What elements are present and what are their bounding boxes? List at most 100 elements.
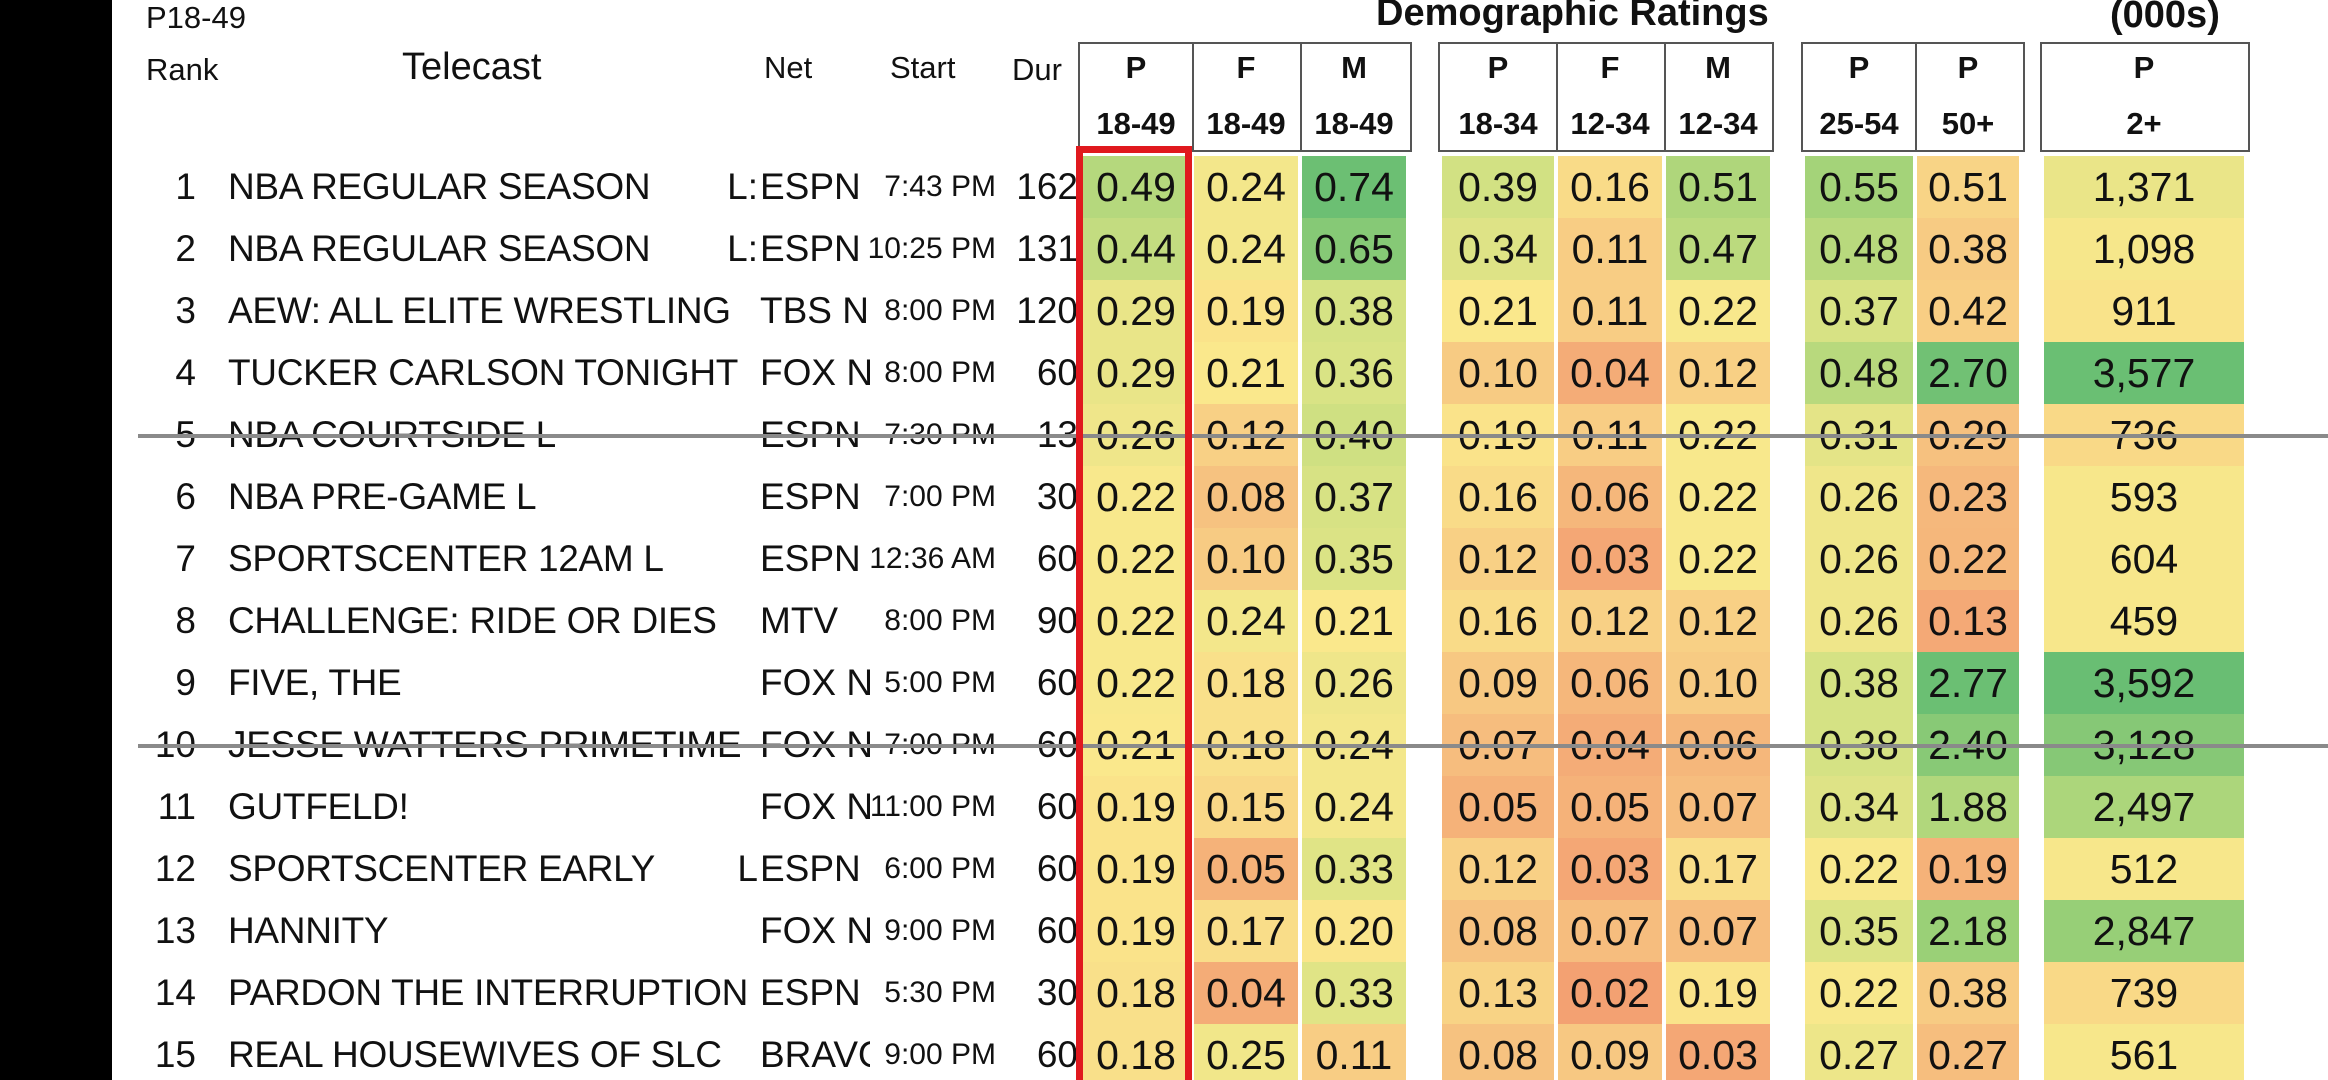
rating-cell: 0.25 xyxy=(1194,1024,1298,1080)
rating-cell: 0.18 xyxy=(1082,1024,1190,1080)
dur-cell: 30 xyxy=(1036,972,1078,1013)
start-cell: 9:00 PM xyxy=(884,914,996,947)
rank-cell: 15 xyxy=(154,1034,196,1075)
rating-cell: 593 xyxy=(2044,466,2244,528)
dur-header: Dur xyxy=(1012,52,1062,87)
rating-cell: 0.11 xyxy=(1302,1024,1406,1080)
rating-cell: 0.19 xyxy=(1194,280,1298,342)
rating-cell: 0.29 xyxy=(1082,342,1190,404)
net-header: Net xyxy=(764,50,813,85)
start-cell: 5:30 PM xyxy=(884,976,996,1009)
start-cell: 6:00 PM xyxy=(884,852,996,885)
header-column-divider xyxy=(1801,42,1803,152)
net-cell: TBS N xyxy=(760,290,869,331)
header-box-top xyxy=(1438,42,1774,44)
rating-cell: 0.29 xyxy=(1082,280,1190,342)
rating-cell: 0.34 xyxy=(1442,218,1554,280)
net-cell: MTV xyxy=(760,600,839,641)
telecast-cell: CHALLENGE: RIDE OR DIES xyxy=(228,600,717,641)
rating-cell: 0.24 xyxy=(1302,776,1406,838)
units-title: (000s) xyxy=(2110,0,2220,36)
header-column-divider xyxy=(1410,42,1412,152)
header-column-divider xyxy=(1192,42,1194,152)
header-box-bottom xyxy=(1801,150,2023,152)
rating-cell: 0.05 xyxy=(1558,776,1662,838)
telecast-cell: PARDON THE INTERRUPTION xyxy=(228,972,748,1013)
rating-cell: 0.38 xyxy=(1302,280,1406,342)
demo-header-bottom: 18-49 xyxy=(1096,106,1176,141)
rating-cell: 0.22 xyxy=(1805,838,1913,900)
dur-cell: 30 xyxy=(1036,476,1078,517)
demo-header-bottom: 25-54 xyxy=(1819,106,1899,141)
rating-cell: 0.21 xyxy=(1442,280,1554,342)
rating-cell: 0.04 xyxy=(1194,962,1298,1024)
header-box-top xyxy=(1078,42,1410,44)
header-box-bottom xyxy=(1078,150,1410,152)
dur-cell: 60 xyxy=(1036,538,1078,579)
rating-cell: 0.12 xyxy=(1666,342,1770,404)
rating-cell: 3,592 xyxy=(2044,652,2244,714)
rating-cell: 0.07 xyxy=(1558,900,1662,962)
rank-cell: 3 xyxy=(175,290,196,331)
rating-cell: 0.21 xyxy=(1302,590,1406,652)
start-cell: 7:43 PM xyxy=(884,170,996,203)
rating-cell: 0.16 xyxy=(1442,466,1554,528)
rating-cell: 0.03 xyxy=(1558,528,1662,590)
rank-cell: 14 xyxy=(154,972,196,1013)
rating-cell: 0.12 xyxy=(1558,590,1662,652)
rank-header: Rank xyxy=(146,52,219,87)
rating-cell: 0.18 xyxy=(1194,652,1298,714)
telecast-header: Telecast xyxy=(402,46,542,88)
rating-cell: 0.22 xyxy=(1082,528,1190,590)
header-column-divider xyxy=(1664,42,1666,152)
rating-cell: 0.39 xyxy=(1442,156,1554,218)
header-column-divider xyxy=(2248,42,2250,152)
rating-cell: 0.37 xyxy=(1302,466,1406,528)
rating-cell: 0.08 xyxy=(1442,1024,1554,1080)
rating-cell: 0.09 xyxy=(1442,652,1554,714)
header-box-bottom xyxy=(2040,150,2248,152)
start-header: Start xyxy=(890,50,956,85)
rating-cell: 0.20 xyxy=(1302,900,1406,962)
rating-cell: 2,497 xyxy=(2044,776,2244,838)
rating-cell: 2.18 xyxy=(1917,900,2019,962)
group-label: P18-49 xyxy=(146,0,246,35)
demo-header-top: P xyxy=(2133,50,2155,85)
dur-cell: 60 xyxy=(1036,352,1078,393)
rating-cell: 0.51 xyxy=(1917,156,2019,218)
rank-cell: 2 xyxy=(175,228,196,269)
rating-cell: 0.37 xyxy=(1805,280,1913,342)
rating-cell: 2,847 xyxy=(2044,900,2244,962)
net-cell: ESPN xyxy=(760,228,861,269)
net-cell: ESPN xyxy=(760,972,861,1013)
demo-header-top: F xyxy=(1236,50,1256,85)
rating-cell: 0.26 xyxy=(1805,590,1913,652)
rating-cell: 1,098 xyxy=(2044,218,2244,280)
rating-cell: 0.35 xyxy=(1302,528,1406,590)
rating-cell: 0.16 xyxy=(1558,156,1662,218)
rating-cell: 0.21 xyxy=(1194,342,1298,404)
start-cell: 5:00 PM xyxy=(884,666,996,699)
rank-cell: 12 xyxy=(154,848,196,889)
dur-cell: 60 xyxy=(1036,786,1078,827)
rating-cell: 0.10 xyxy=(1666,652,1770,714)
rating-cell: 0.08 xyxy=(1442,900,1554,962)
rating-cell: 0.19 xyxy=(1082,838,1190,900)
rating-cell: 459 xyxy=(2044,590,2244,652)
rating-cell: 0.47 xyxy=(1666,218,1770,280)
dur-cell: 120 xyxy=(1016,290,1078,331)
rating-cell: 0.12 xyxy=(1442,838,1554,900)
rank-cell: 6 xyxy=(175,476,196,517)
header-box-bottom xyxy=(1438,150,1774,152)
header-column-divider xyxy=(1915,42,1917,152)
rating-cell: 0.24 xyxy=(1194,156,1298,218)
rating-cell: 0.33 xyxy=(1302,838,1406,900)
rating-cell: 0.02 xyxy=(1558,962,1662,1024)
rating-cell: 0.12 xyxy=(1442,528,1554,590)
rating-cell: 0.12 xyxy=(1666,590,1770,652)
rating-cell: 1,371 xyxy=(2044,156,2244,218)
rating-cell: 0.16 xyxy=(1442,590,1554,652)
rating-cell: 0.27 xyxy=(1805,1024,1913,1080)
dur-cell: 60 xyxy=(1036,910,1078,951)
demo-header-bottom: 18-34 xyxy=(1458,106,1538,141)
